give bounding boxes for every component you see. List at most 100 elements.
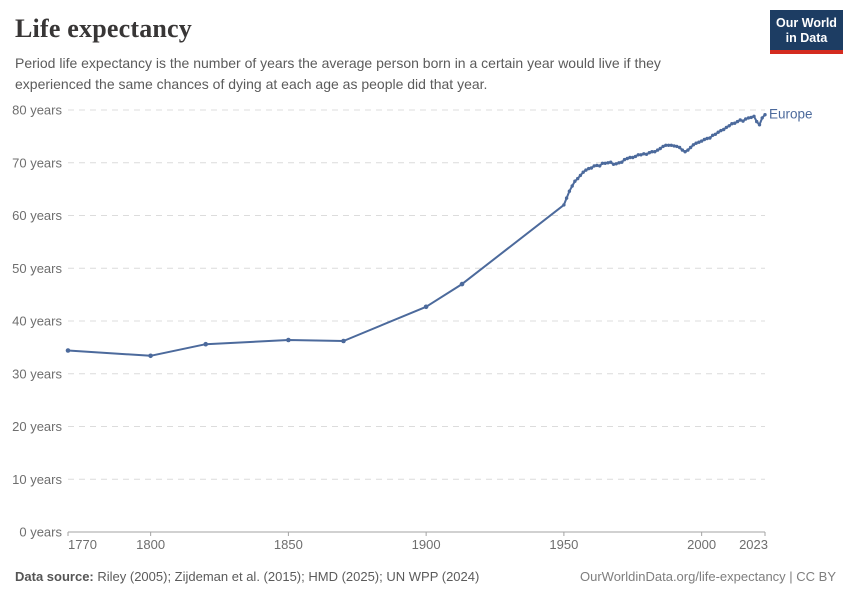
data-point[interactable]: [592, 164, 596, 168]
data-point[interactable]: [631, 155, 635, 160]
data-point[interactable]: [614, 162, 618, 166]
data-point[interactable]: [625, 156, 629, 161]
data-point[interactable]: [733, 121, 737, 125]
europe-line[interactable]: [67, 113, 766, 357]
data-point[interactable]: [633, 154, 638, 159]
data-point[interactable]: [341, 338, 346, 344]
x-axis-tick-label: 2000: [687, 537, 716, 552]
chart-footer: Data source: Riley (2005); Zijdeman et a…: [15, 569, 836, 584]
series-label-europe[interactable]: Europe: [769, 107, 813, 122]
data-point[interactable]: [757, 123, 762, 127]
data-point[interactable]: [617, 161, 621, 165]
data-point[interactable]: [584, 168, 588, 172]
data-point[interactable]: [600, 161, 605, 165]
data-point[interactable]: [423, 304, 429, 310]
data-point[interactable]: [686, 148, 690, 152]
data-point[interactable]: [755, 119, 759, 124]
data-point[interactable]: [639, 153, 643, 157]
data-point[interactable]: [688, 145, 693, 150]
data-point[interactable]: [760, 116, 764, 120]
data-source: Data source: Riley (2005); Zijdeman et a…: [15, 569, 479, 584]
data-point[interactable]: [578, 173, 583, 178]
y-axis-tick-label: 80 years: [12, 103, 62, 118]
data-point[interactable]: [576, 176, 580, 181]
data-point[interactable]: [666, 143, 671, 147]
data-point[interactable]: [702, 137, 707, 142]
data-point[interactable]: [683, 150, 687, 154]
data-point[interactable]: [573, 179, 577, 183]
y-axis-tick-label: 0 years: [19, 525, 62, 540]
data-point[interactable]: [699, 139, 704, 143]
data-point[interactable]: [705, 136, 709, 141]
x-axis-tick-label: 1800: [136, 537, 165, 552]
y-axis-tick-label: 40 years: [12, 314, 62, 329]
data-point[interactable]: [587, 166, 591, 171]
credit-link[interactable]: OurWorldinData.org/life-expectancy | CC …: [579, 569, 836, 584]
data-point[interactable]: [691, 143, 696, 147]
data-point[interactable]: [741, 119, 745, 123]
y-axis-tick-label: 10 years: [12, 472, 62, 487]
data-point[interactable]: [459, 281, 465, 287]
data-point[interactable]: [661, 144, 665, 149]
data-source-label: Data source:: [15, 569, 94, 584]
data-point[interactable]: [647, 151, 651, 155]
data-point[interactable]: [724, 125, 729, 130]
data-point[interactable]: [719, 128, 723, 133]
y-axis-tick-label: 30 years: [12, 366, 62, 381]
data-point[interactable]: [611, 162, 616, 166]
data-point[interactable]: [642, 152, 646, 156]
y-axis-tick-label: 60 years: [12, 208, 62, 223]
data-point[interactable]: [286, 337, 291, 343]
data-point[interactable]: [735, 119, 740, 124]
data-point[interactable]: [658, 146, 662, 151]
data-point[interactable]: [606, 161, 610, 165]
data-point[interactable]: [564, 196, 569, 200]
data-point[interactable]: [622, 157, 627, 162]
data-point[interactable]: [598, 164, 602, 168]
data-point[interactable]: [727, 124, 731, 128]
data-point[interactable]: [672, 144, 676, 148]
data-point[interactable]: [653, 150, 657, 154]
data-point[interactable]: [716, 130, 720, 134]
data-point[interactable]: [749, 115, 753, 120]
data-point[interactable]: [664, 143, 668, 147]
data-point[interactable]: [711, 133, 715, 137]
data-point[interactable]: [562, 203, 566, 207]
data-point[interactable]: [713, 132, 718, 136]
data-point[interactable]: [669, 143, 673, 147]
data-point[interactable]: [581, 170, 585, 174]
data-point[interactable]: [722, 127, 726, 132]
data-point[interactable]: [694, 141, 698, 145]
data-point[interactable]: [644, 152, 649, 156]
data-point[interactable]: [603, 161, 607, 165]
data-point[interactable]: [203, 341, 208, 347]
y-axis-tick-label: 70 years: [12, 155, 62, 170]
data-point[interactable]: [763, 113, 767, 117]
data-point[interactable]: [570, 184, 574, 188]
data-point[interactable]: [744, 117, 748, 121]
data-point[interactable]: [65, 348, 71, 353]
line-chart[interactable]: 0 years 10 years 20 years 30 years 40 years 5…: [0, 95, 850, 565]
data-point[interactable]: [620, 160, 624, 164]
data-point[interactable]: [589, 166, 594, 170]
x-axis-tick-label: 1950: [549, 537, 578, 552]
data-point[interactable]: [677, 145, 682, 150]
data-point[interactable]: [708, 136, 712, 140]
data-point[interactable]: [675, 144, 679, 149]
data-point[interactable]: [738, 118, 742, 122]
data-point[interactable]: [636, 153, 640, 157]
owid-logo[interactable]: Our World in Data: [770, 10, 843, 54]
data-point[interactable]: [752, 114, 756, 118]
data-point[interactable]: [655, 148, 660, 152]
data-point[interactable]: [628, 155, 632, 160]
data-point[interactable]: [680, 148, 685, 152]
data-point[interactable]: [609, 160, 613, 164]
data-point[interactable]: [650, 150, 654, 154]
data-point[interactable]: [148, 353, 153, 359]
data-point[interactable]: [730, 122, 734, 126]
data-point[interactable]: [567, 189, 572, 193]
data-point[interactable]: [595, 163, 599, 168]
data-point[interactable]: [746, 116, 751, 120]
data-point[interactable]: [697, 140, 701, 144]
